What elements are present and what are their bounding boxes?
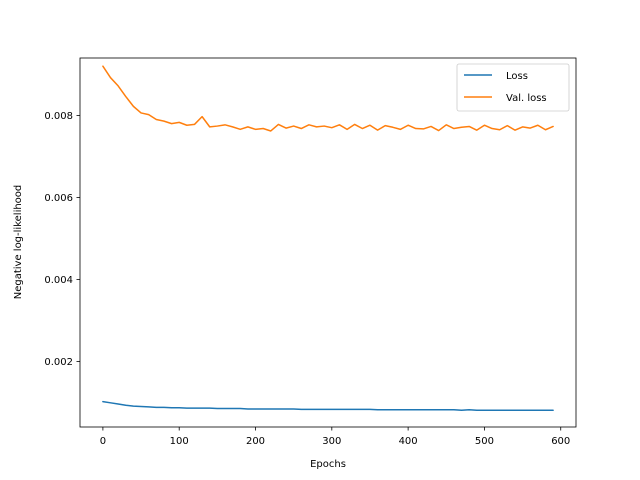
y-tick-label: 0.004	[44, 275, 73, 286]
x-tick-label: 300	[322, 436, 341, 447]
y-tick-label: 0.008	[44, 111, 73, 122]
plot-lines	[102, 65, 554, 411]
legend-label-loss: Loss	[506, 71, 528, 82]
y-tick-label: 0.006	[44, 193, 73, 204]
plot-frame	[79, 57, 577, 428]
legend-label-val-loss: Val. loss	[506, 93, 547, 104]
y-tick-label: 0.002	[44, 357, 73, 368]
x-axis-title: Epochs	[310, 459, 346, 470]
series-line-loss	[102, 400, 554, 411]
x-axis-ticks: 0 100 200 300 400 500 600	[100, 427, 570, 447]
series-line-val-loss	[102, 65, 554, 132]
x-tick-label: 0	[100, 436, 106, 447]
x-tick-label: 100	[170, 436, 189, 447]
x-tick-label: 600	[551, 436, 570, 447]
x-tick-label: 400	[399, 436, 418, 447]
legend: Loss Val. loss	[456, 63, 570, 112]
y-axis-ticks: 0.002 0.004 0.006 0.008	[44, 111, 80, 368]
x-tick-label: 200	[246, 436, 265, 447]
y-axis-title: Negative log-likelihood	[13, 185, 24, 300]
x-tick-label: 500	[475, 436, 494, 447]
